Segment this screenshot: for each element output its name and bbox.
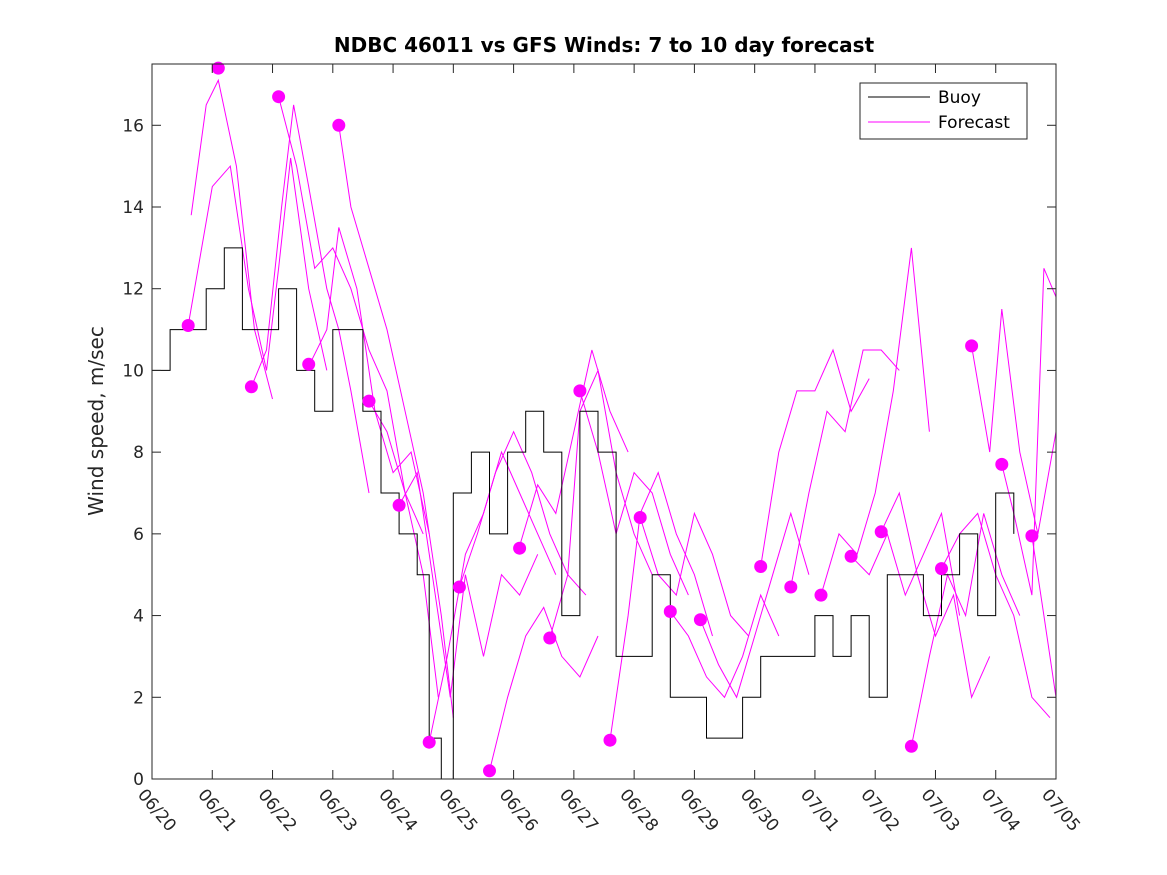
y-axis: 0 2 4 6 8 10 12 14 16 <box>122 116 1056 790</box>
y-tick-label-10: 10 <box>122 361 144 381</box>
forecast-line-26 <box>971 309 1057 535</box>
forecast-marker-10 <box>452 580 466 594</box>
forecast-line-18 <box>699 511 810 699</box>
forecast-marker-7 <box>362 394 376 408</box>
y-tick-label-12: 12 <box>122 280 144 300</box>
forecast-line-4 <box>278 96 424 535</box>
forecast-marker-17 <box>663 605 677 618</box>
x-tick-label-06-21: 06/21 <box>193 785 240 835</box>
x-tick-label-06-24: 06/24 <box>374 785 421 835</box>
x-tick-label-06-27: 06/27 <box>555 785 602 835</box>
forecast-line-19 <box>760 348 870 567</box>
forecast-line-24 <box>910 513 1021 747</box>
x-tick-label-06-25: 06/25 <box>434 785 481 835</box>
forecast-marker-28 <box>1025 529 1039 543</box>
x-tick-label-06-23: 06/23 <box>314 785 361 835</box>
forecast-line-17 <box>669 593 780 699</box>
y-tick-label-8: 8 <box>133 443 144 463</box>
forecast-marker-20 <box>784 580 798 594</box>
forecast-line-23 <box>880 491 991 700</box>
legend-forecast-label: Forecast <box>938 113 1010 133</box>
x-tick-label-07-02: 07/02 <box>856 785 903 835</box>
forecast-markers-group <box>181 61 1039 778</box>
x-tick-label-06-26: 06/26 <box>495 785 542 835</box>
forecast-marker-4 <box>272 90 286 104</box>
x-tick-label-07-04: 07/04 <box>977 785 1024 835</box>
x-tick-label-06-28: 06/28 <box>615 785 662 835</box>
y-tick-label-4: 4 <box>133 607 144 627</box>
forecast-marker-15 <box>603 733 617 747</box>
x-tick-label-06-22: 06/22 <box>254 785 301 835</box>
y-tick-label-0: 0 <box>133 770 144 790</box>
legend-box <box>859 82 1028 140</box>
forecast-marker-13 <box>543 631 557 645</box>
forecast-line-8 <box>398 471 539 698</box>
x-tick-label-07-03: 07/03 <box>917 785 964 835</box>
y-tick-label-14: 14 <box>122 198 144 218</box>
forecast-line-5 <box>308 227 430 535</box>
forecast-line-22 <box>850 511 961 616</box>
legend: Buoy Forecast <box>859 82 1028 140</box>
forecast-line-20 <box>790 349 900 588</box>
forecast-marker-6 <box>332 118 346 132</box>
plot-frame <box>151 63 1057 780</box>
forecast-line-6 <box>338 125 454 718</box>
y-tick-label-16: 16 <box>122 116 144 136</box>
forecast-marker-19 <box>754 560 768 573</box>
y-tick-label-2: 2 <box>133 688 144 708</box>
forecast-marker-18 <box>693 613 707 627</box>
forecast-line-2 <box>187 157 328 371</box>
forecast-line-28 <box>1031 535 1057 698</box>
forecast-marker-26 <box>965 339 979 353</box>
forecast-marker-24 <box>904 739 918 753</box>
forecast-line-21 <box>820 247 930 596</box>
forecast-marker-8 <box>392 498 406 512</box>
forecast-marker-21 <box>814 588 828 602</box>
forecast-marker-16 <box>633 511 647 524</box>
forecast-marker-3 <box>244 380 258 394</box>
forecast-marker-23 <box>874 525 888 539</box>
legend-buoy-label: Buoy <box>938 88 981 108</box>
forecast-marker-12 <box>513 541 527 555</box>
forecast-marker-1 <box>181 319 195 332</box>
forecast-line-15 <box>609 471 713 741</box>
forecast-marker-14 <box>573 384 587 398</box>
forecast-marker-22 <box>844 549 858 563</box>
forecast-marker-9 <box>422 735 436 749</box>
x-tick-label-06-30: 06/30 <box>736 785 783 835</box>
forecast-marker-11 <box>483 764 496 778</box>
forecast-line-3 <box>250 104 370 494</box>
forecast-line-11 <box>489 606 599 771</box>
x-tick-label-06-20: 06/20 <box>133 785 180 835</box>
plot-area <box>152 64 1056 779</box>
x-tick-label-07-01: 07/01 <box>796 785 843 835</box>
forecast-marker-5 <box>302 357 316 371</box>
forecast-marker-2 <box>211 61 225 75</box>
x-tick-label-07-05: 07/05 <box>1037 785 1084 835</box>
y-axis-label: Wind speed, m/sec <box>84 326 108 516</box>
x-tick-label-06-29: 06/29 <box>676 785 723 835</box>
forecast-line-27 <box>1001 268 1057 596</box>
forecast-line-1 <box>190 78 273 400</box>
y-tick-label-6: 6 <box>133 525 144 545</box>
chart-title: NDBC 46011 vs GFS Winds: 7 to 10 day for… <box>334 33 875 57</box>
forecast-marker-27 <box>995 457 1009 471</box>
buoy-line <box>152 247 1015 780</box>
buoy-series-group <box>152 247 1015 780</box>
forecast-line-12 <box>519 349 629 547</box>
forecast-marker-25 <box>935 562 948 576</box>
forecast-line-13 <box>549 368 653 639</box>
